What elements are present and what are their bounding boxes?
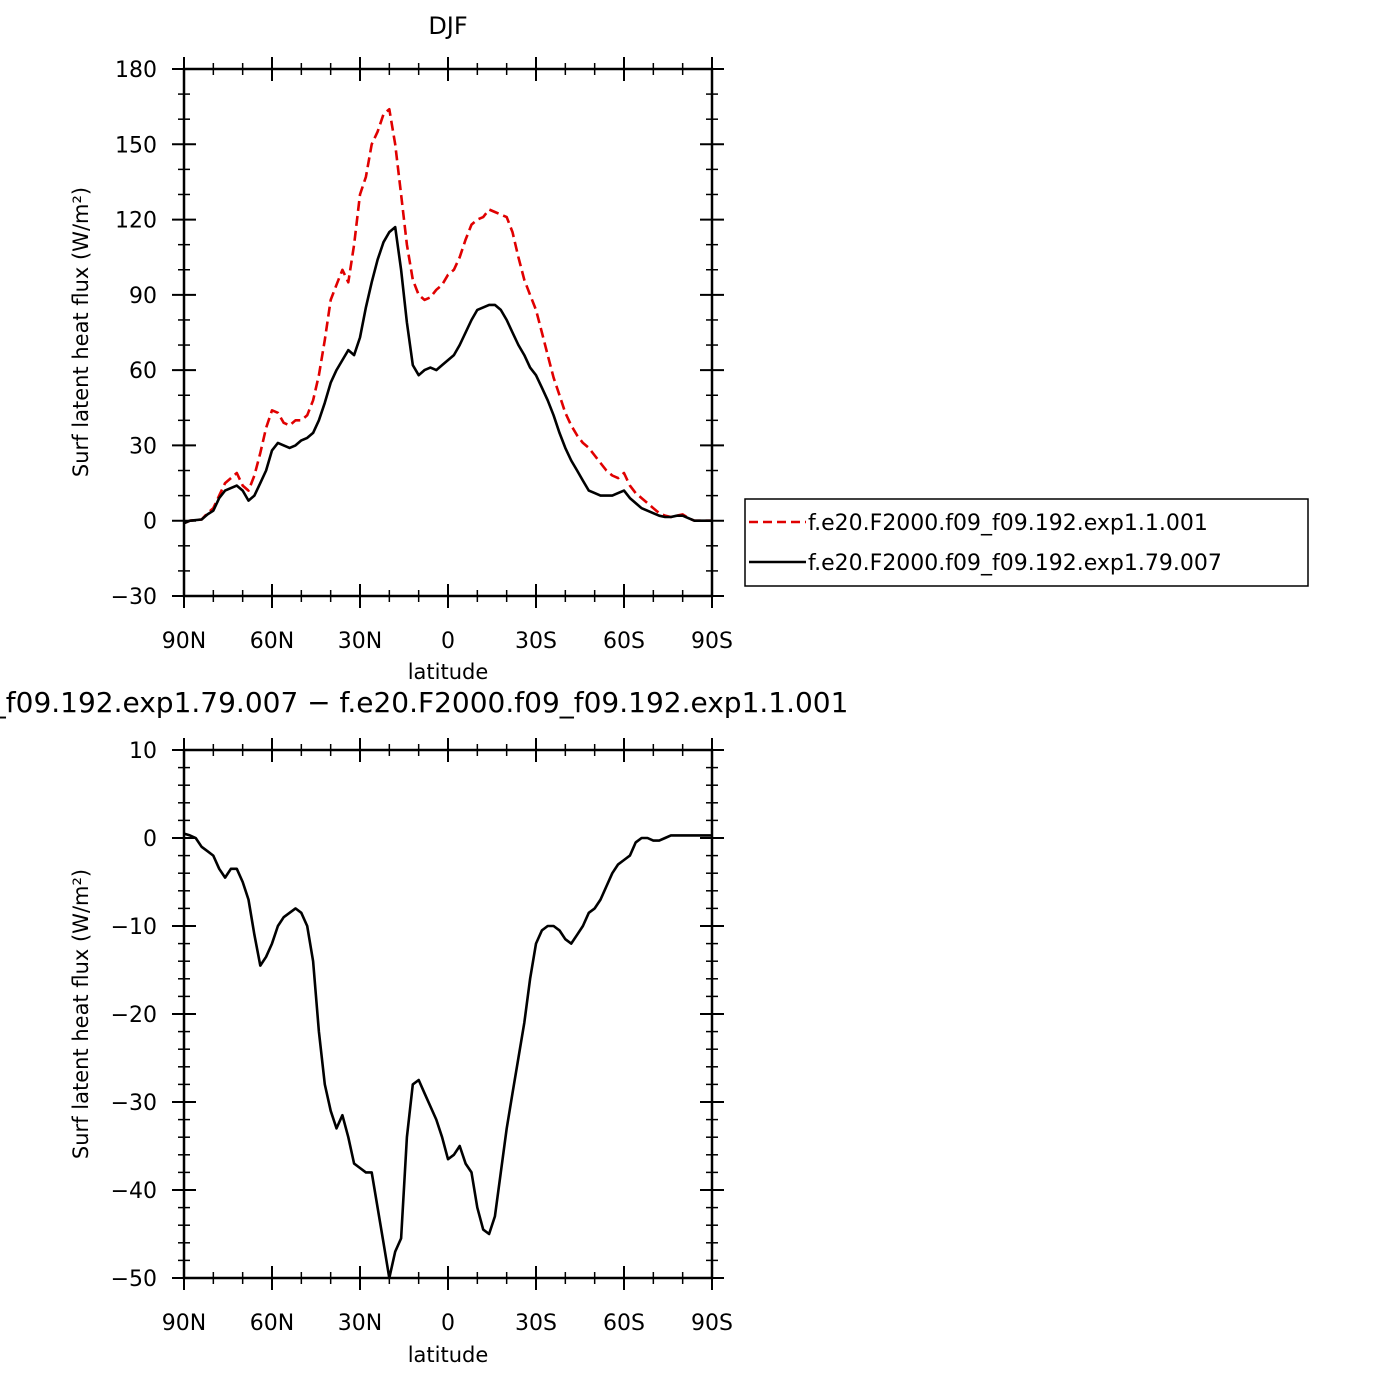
top-plot-frame [182, 67, 714, 598]
bottom-x-tick-label: 60S [603, 1311, 645, 1336]
top-series-line-1 [183, 107, 712, 525]
top-y-tick-label: 0 [143, 510, 157, 535]
bottom-y-tick-label: 10 [129, 739, 157, 764]
top-x-tick-label: 60N [250, 629, 294, 654]
top-x-tick-label: 60S [603, 629, 645, 654]
bottom-y-tick-label: −50 [111, 1267, 157, 1292]
bottom-x-axis-label: latitude [408, 1343, 489, 1367]
bottom-y-axis-label: Surf latent heat flux (W/m²) [69, 869, 93, 1159]
bottom-panel: f.e20.F2000.f09_f09.192.exp1.79.007 − f.… [0, 686, 848, 1367]
bottom-series-group [183, 832, 712, 1280]
legend-label-series-1: f.e20.F2000.f09_f09.192.exp1.1.001 [808, 511, 1208, 536]
top-y-tick-label: 120 [115, 209, 157, 234]
top-x-tick-label: 30N [338, 629, 382, 654]
bottom-x-tick-label: 60N [250, 1311, 294, 1336]
legend-box [744, 498, 1309, 587]
top-chart-title: DJF [428, 12, 467, 40]
bottom-y-tick-label: −20 [111, 1003, 157, 1028]
top-series-group [183, 107, 712, 525]
bottom-y-tick-label: 0 [143, 827, 157, 852]
top-x-tick-label: 30S [515, 629, 557, 654]
top-series-line-2 [183, 225, 712, 525]
bottom-x-tick-label: 90N [162, 1311, 206, 1336]
bottom-plot-frame [182, 748, 714, 1280]
legend-label-series-2: f.e20.F2000.f09_f09.192.exp1.79.007 [808, 551, 1222, 576]
legend: f.e20.F2000.f09_f09.192.exp1.1.001 f.e20… [744, 498, 1309, 587]
bottom-y-tick-label: −10 [111, 915, 157, 940]
bottom-series-line-1 [183, 832, 712, 1280]
bottom-chart-title: f.e20.F2000.f09_f09.192.exp1.79.007 − f.… [0, 686, 848, 719]
top-y-axis: −30 0 30 60 90 120 150 180 [111, 58, 724, 610]
bottom-x-tick-label: 30N [338, 1311, 382, 1336]
bottom-y-tick-label: −40 [111, 1179, 157, 1204]
top-x-axis: 90N 60N 30N 0 30S 60S 90S [162, 57, 733, 654]
bottom-y-axis: −50 −40 −30 −20 −10 0 10 [111, 739, 724, 1292]
bottom-x-tick-label: 0 [441, 1311, 455, 1336]
top-y-tick-label: −30 [111, 585, 157, 610]
top-y-tick-label: 150 [115, 133, 157, 158]
top-y-tick-label: 60 [129, 359, 157, 384]
top-y-axis-label: Surf latent heat flux (W/m²) [69, 187, 93, 477]
bottom-x-axis: 90N 60N 30N 0 30S 60S 90S [162, 738, 733, 1336]
bottom-x-tick-label: 90S [691, 1311, 733, 1336]
top-y-tick-label: 90 [129, 284, 157, 309]
bottom-x-tick-label: 30S [515, 1311, 557, 1336]
top-y-tick-label: 30 [129, 434, 157, 459]
bottom-y-tick-label: −30 [111, 1091, 157, 1116]
top-x-axis-label: latitude [408, 660, 489, 684]
top-x-tick-label: 90S [691, 629, 733, 654]
top-y-tick-label: 180 [115, 58, 157, 83]
top-panel: DJF −30 0 30 60 90 120 150 180 90N 60N 30N 0 30S 60S… [69, 12, 733, 684]
top-x-tick-label: 90N [162, 629, 206, 654]
top-x-tick-label: 0 [441, 629, 455, 654]
